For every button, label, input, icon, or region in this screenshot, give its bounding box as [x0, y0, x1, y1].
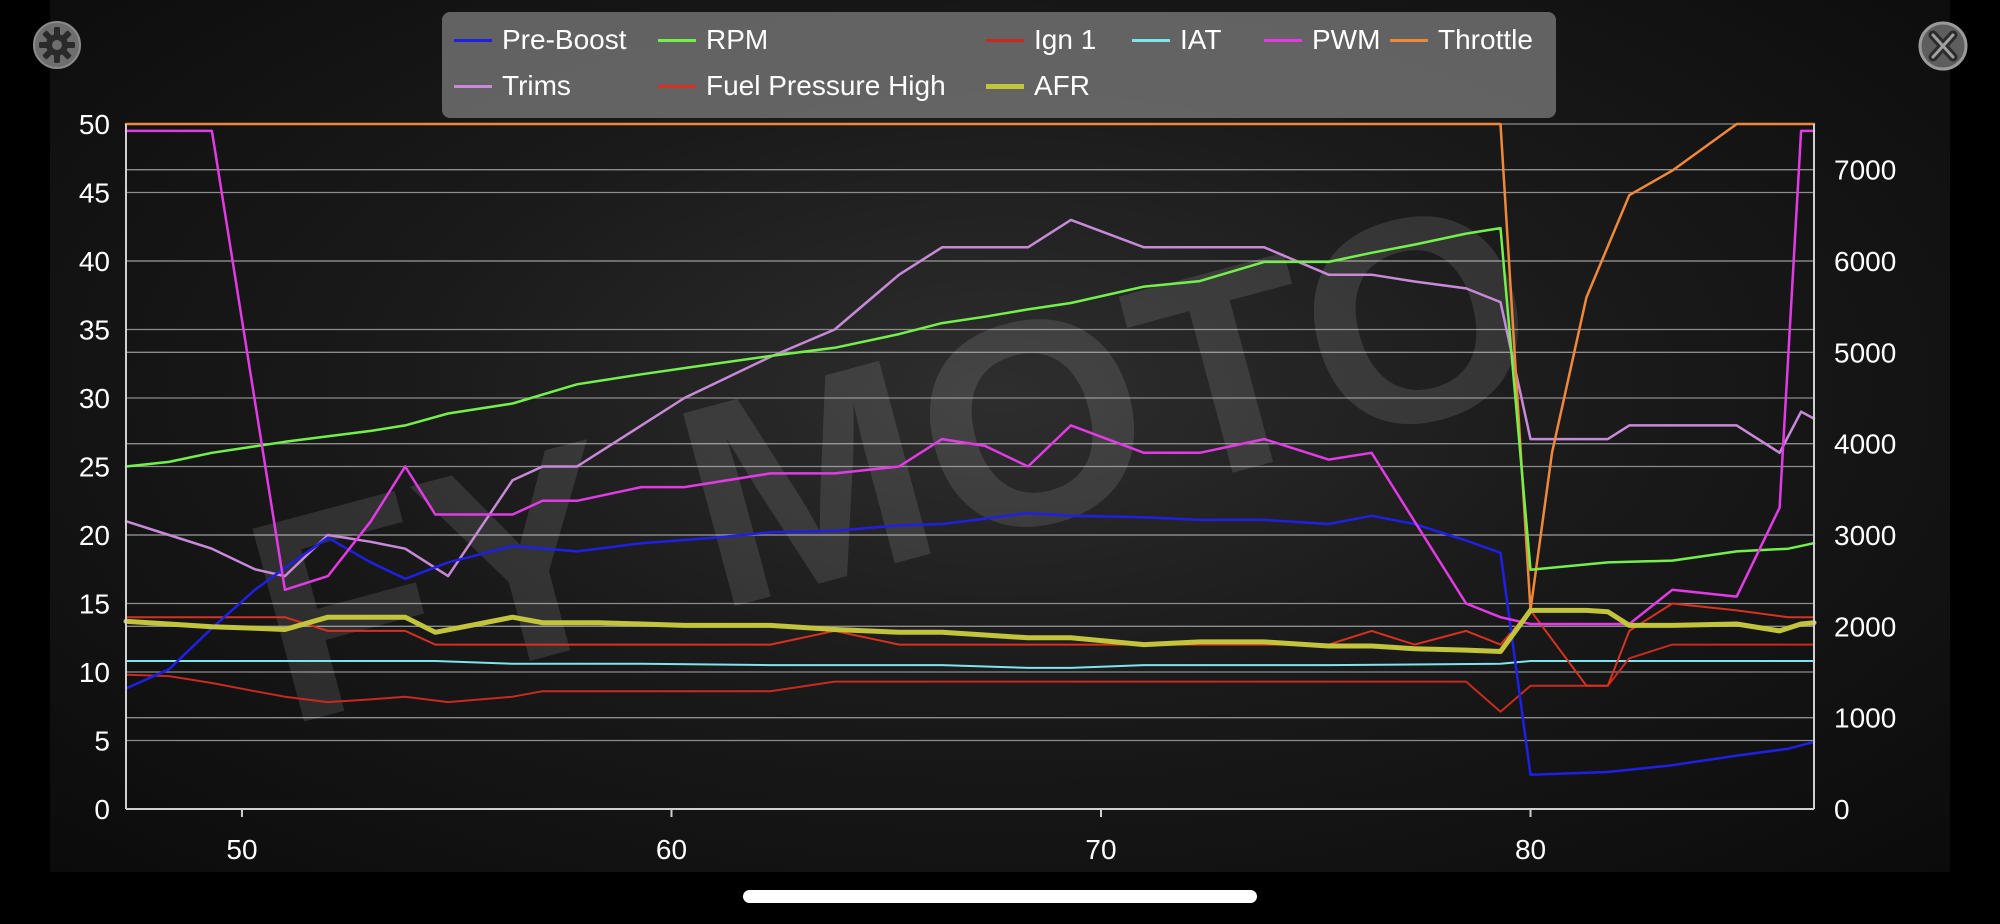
x-tick-label: 80: [1515, 834, 1546, 865]
legend-item-fuel-pressure-high[interactable]: Fuel Pressure High: [658, 68, 946, 104]
y-tick-label: 10: [79, 657, 110, 688]
legend-swatch: [986, 38, 1024, 42]
series-line-trims: [124, 218, 1816, 578]
home-indicator[interactable]: [743, 890, 1257, 903]
legend-item-iat[interactable]: IAT: [1132, 22, 1221, 58]
series-line-iat: [125, 660, 1815, 669]
y-tick-label: 40: [79, 246, 110, 277]
legend-item-ign-1[interactable]: Ign 1: [986, 22, 1096, 58]
chart-panel: FY MOTO 0 5 10 15 20 25 30 35 40 45 50 0 1000 2000 300…: [50, 0, 1950, 872]
series-line-pwm: [124, 129, 1816, 626]
axes-layer: [125, 124, 1815, 817]
y-tick-label: 30: [79, 383, 110, 414]
legend-swatch: [658, 38, 696, 42]
series-line-fuel-pressure-high: [125, 602, 1815, 687]
legend-item-pwm[interactable]: PWM: [1264, 22, 1380, 58]
y-tick-label: 35: [79, 315, 110, 346]
y-tick-label: 0: [94, 794, 110, 825]
legend-swatch: [658, 84, 696, 88]
legend-label: IAT: [1180, 24, 1222, 55]
y2-tick-label: 1000: [1834, 703, 1896, 734]
legend-item-trims[interactable]: Trims: [454, 68, 571, 104]
y2-tick-label: 0: [1834, 794, 1850, 825]
y-tick-label: 45: [79, 178, 110, 209]
legend-label: Ign 1: [1034, 24, 1097, 55]
y-tick-label: 25: [79, 452, 110, 483]
legend-label: RPM: [706, 24, 769, 55]
y-tick-label: 50: [79, 109, 110, 140]
legend-item-rpm[interactable]: RPM: [658, 22, 768, 58]
ticks-layer: 0 5 10 15 20 25 30 35 40 45 50 0 1000 2000 3000 4000 500…: [79, 109, 1896, 865]
legend-label: PWM: [1312, 24, 1381, 55]
legend-swatch: [1264, 38, 1302, 42]
y2-tick-label: 5000: [1834, 337, 1896, 368]
legend-swatch: [454, 38, 492, 42]
series-line-throttle: [124, 122, 1816, 612]
series-line-rpm: [124, 226, 1816, 571]
x-tick-label: 60: [656, 834, 687, 865]
x-tick-label: 50: [226, 834, 257, 865]
legend-swatch: [454, 84, 492, 88]
legend-item-pre-boost[interactable]: Pre-Boost: [454, 22, 627, 58]
settings-button[interactable]: [32, 20, 82, 70]
series-layer: [123, 122, 1817, 777]
legend-label: Throttle: [1438, 24, 1533, 55]
gear-icon: [33, 21, 81, 69]
y-tick-label: 15: [79, 589, 110, 620]
legend-label: Pre-Boost: [502, 24, 627, 55]
x-tick-label: 70: [1085, 834, 1116, 865]
y-tick-label: 20: [79, 520, 110, 551]
close-button[interactable]: [1917, 20, 1969, 72]
legend-swatch: [1390, 38, 1428, 42]
y2-tick-label: 7000: [1834, 155, 1896, 186]
y-tick-label: 5: [94, 726, 110, 757]
y2-tick-label: 3000: [1834, 520, 1896, 551]
legend-label: AFR: [1034, 70, 1090, 101]
close-circle-icon: [1918, 21, 1968, 71]
legend-swatch: [1132, 38, 1170, 42]
series-line-afr: [123, 607, 1817, 654]
legend-swatch: [986, 83, 1024, 89]
chart-legend: Pre-Boost RPM Ign 1 IAT PWM Throttle Trims Fuel…: [442, 12, 1556, 118]
legend-item-afr[interactable]: AFR: [986, 68, 1090, 104]
legend-label: Trims: [502, 70, 571, 101]
y2-tick-label: 2000: [1834, 611, 1896, 642]
y2-tick-label: 4000: [1834, 429, 1896, 460]
legend-item-throttle[interactable]: Throttle: [1390, 22, 1533, 58]
line-chart[interactable]: FY MOTO 0 5 10 15 20 25 30 35 40 45 50 0 1000 2000 300…: [50, 0, 1950, 872]
legend-label: Fuel Pressure High: [706, 70, 946, 101]
watermark: FY MOTO: [218, 134, 1568, 786]
y2-tick-label: 6000: [1834, 246, 1896, 277]
